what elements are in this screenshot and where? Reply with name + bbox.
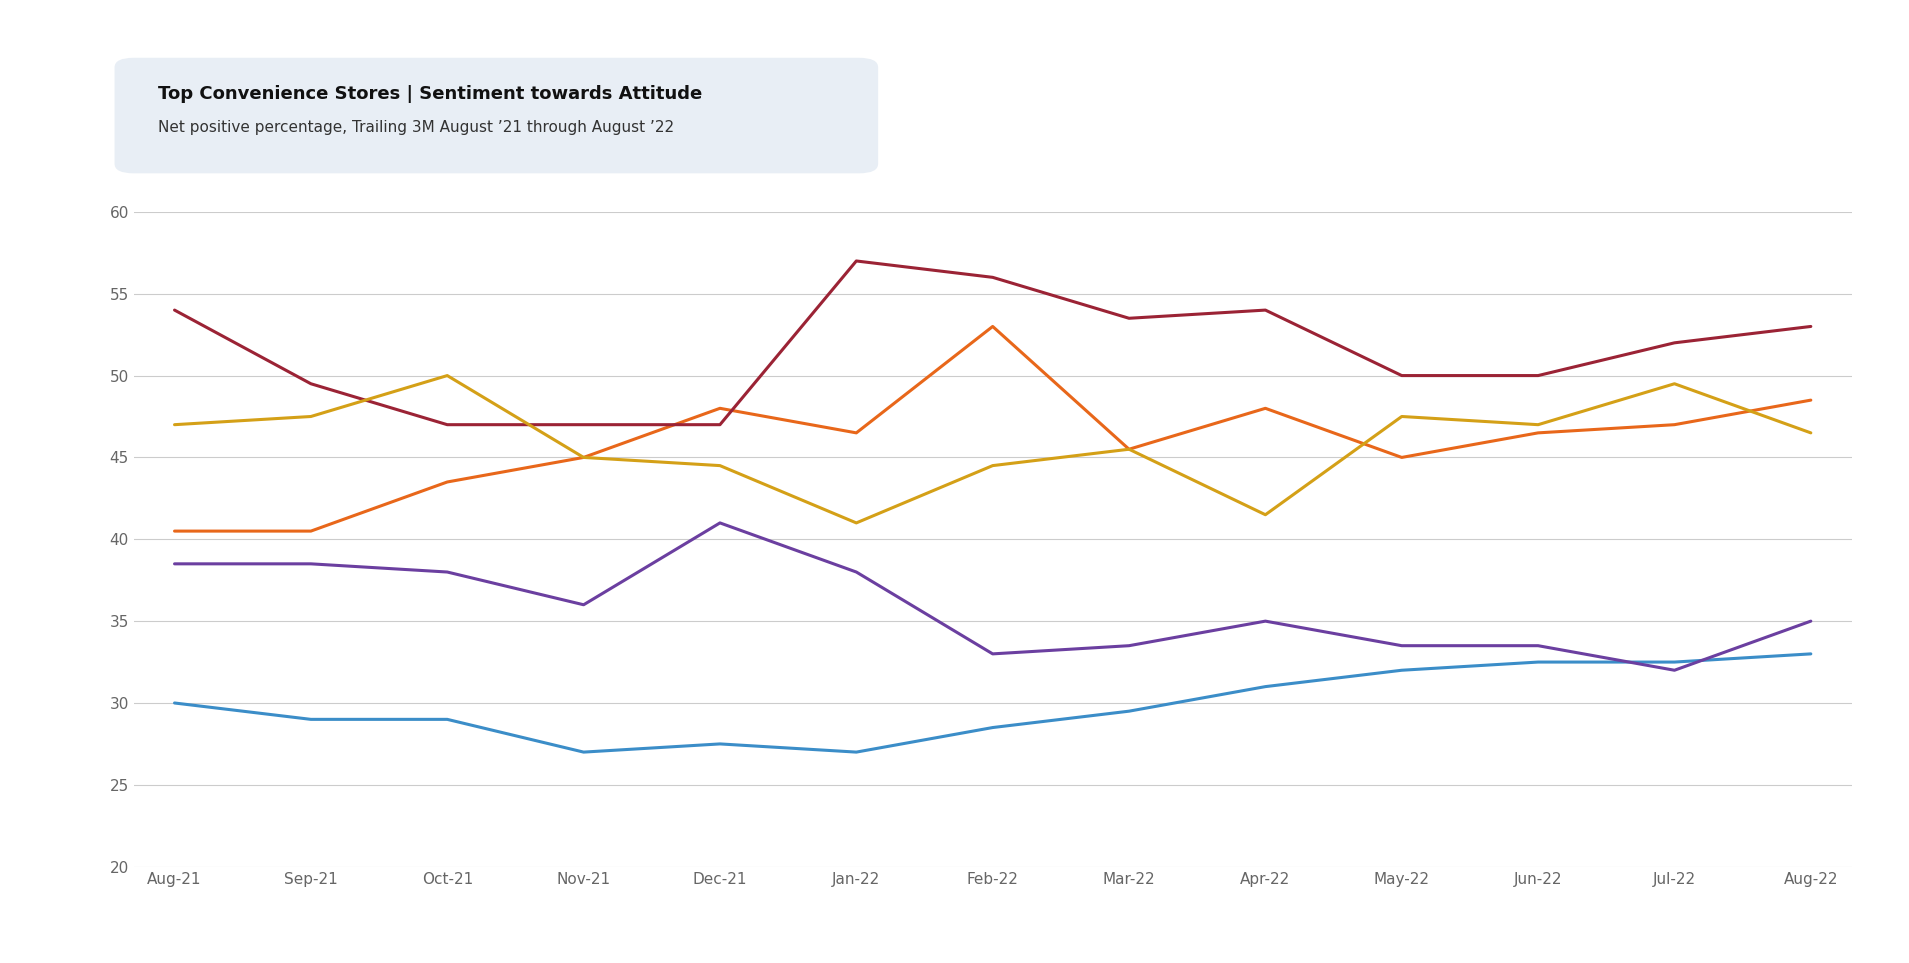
Text: Top Convenience Stores | Sentiment towards Attitude: Top Convenience Stores | Sentiment towar… [158,85,703,103]
Text: Net positive percentage, Trailing 3M August ’21 through August ’22: Net positive percentage, Trailing 3M Aug… [158,120,674,136]
Legend: C-Stores, Kwik Trip, QuikTrip (QT), Sheetz, Wawa: C-Stores, Kwik Trip, QuikTrip (QT), Shee… [680,959,1306,963]
